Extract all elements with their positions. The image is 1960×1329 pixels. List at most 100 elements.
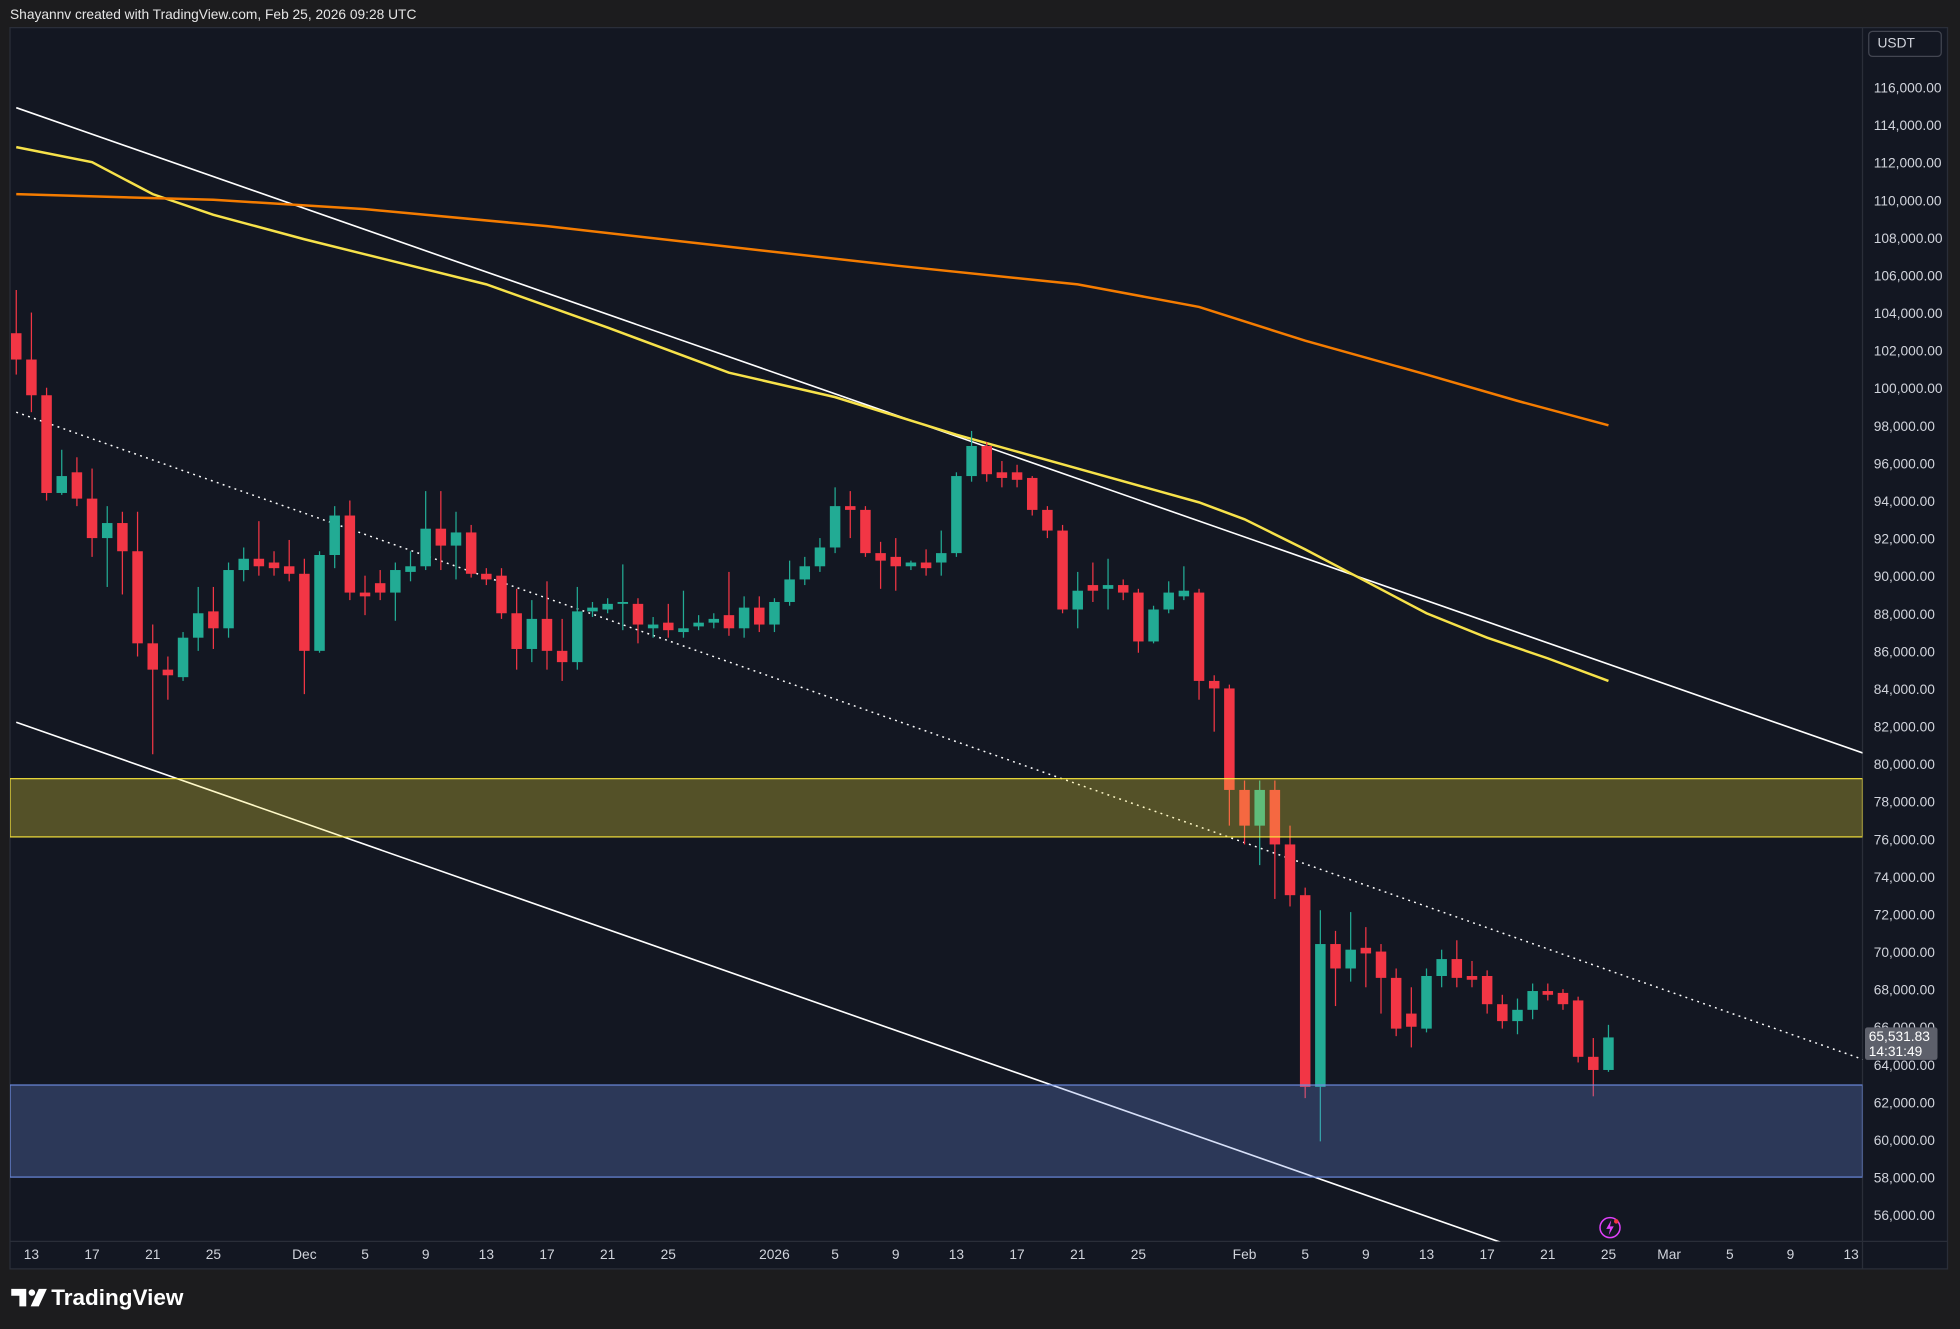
zone [10,1084,1863,1178]
x-tick-label: Mar [1657,1247,1681,1262]
brand-name: TradingView [51,1285,184,1310]
chart-panel [10,27,1948,1269]
candle-body [1497,1004,1508,1022]
candle-body [829,506,841,548]
y-tick-label: 78,000.00 [1874,795,1936,810]
candle-body [374,583,386,593]
x-tick-label: 5 [831,1247,839,1262]
x-tick-label: 13 [1419,1247,1435,1262]
y-tick-label: 86,000.00 [1874,644,1936,659]
y-tick-label: 74,000.00 [1874,870,1936,885]
axes: 116,000.00 114,000.00 112,000.00 110,000.00… [24,81,1943,1262]
y-tick-label: 116,000.00 [1874,81,1942,96]
trendline [15,721,1501,1242]
y-tick-label: 100,000.00 [1874,381,1943,396]
candle-body [11,333,22,360]
x-tick-label: 21 [1070,1247,1085,1262]
x-tick-label: 2026 [759,1247,790,1262]
candle-body [1330,944,1341,969]
candle-body [1269,789,1281,845]
candle-body [481,573,492,580]
x-tick-label: 13 [479,1247,495,1262]
y-tick-label: 62,000.00 [1874,1095,1936,1110]
y-tick-label: 112,000.00 [1874,156,1942,171]
candle-body [663,622,674,631]
candle-body [132,551,143,644]
candle-body [1254,789,1265,826]
candle-body [587,607,598,612]
candle-body [1375,951,1387,978]
candle-body [390,570,401,593]
candle-body [1436,959,1447,976]
candle-body [420,528,431,567]
candle-body [1239,789,1250,826]
candle-body [344,515,356,593]
candle-body [814,547,826,567]
candle-body [86,498,98,539]
y-tick-label: 92,000.00 [1874,532,1936,547]
candle-body [1481,975,1493,1005]
candle-body [890,556,902,567]
candle-body [1072,590,1083,610]
y-tick-label: 72,000.00 [1874,907,1936,922]
candle-body [981,445,992,475]
y-tick-label: 94,000.00 [1874,494,1936,509]
candle-body [1315,944,1326,1087]
candle-body [1224,688,1235,790]
candle-body [996,472,1008,478]
candle-body [936,553,947,563]
x-tick-label: 5 [361,1247,369,1262]
candle-body [299,573,310,651]
y-tick-label: 110,000.00 [1874,193,1942,208]
candle-body [496,575,507,614]
plot-area [10,106,1863,1242]
x-tick-label: 25 [661,1247,677,1262]
candle-body [1466,975,1478,980]
candle-body [1512,1009,1523,1022]
candle-body [966,445,977,477]
candle-body [1133,592,1144,642]
x-tick-label: Feb [1233,1247,1257,1262]
candle-body [572,611,583,663]
x-tick-label: 21 [1540,1247,1555,1262]
y-tick-label: 64,000.00 [1874,1058,1936,1073]
x-tick-label: 17 [1009,1247,1024,1262]
candle-body [329,515,340,555]
candle-body [223,570,234,629]
alert-icon[interactable] [1599,1216,1621,1239]
currency: USDT [1878,36,1916,51]
candle-body [951,476,962,554]
candle-body [905,562,917,567]
candle-body [1208,680,1220,689]
candle-body [435,528,447,546]
candle-body [162,669,174,676]
candle-body [632,603,644,625]
zone [10,778,1863,838]
candle-body [920,562,932,569]
candle-body [1557,992,1569,1005]
candle-body [177,637,189,678]
y-tick-label: 104,000.00 [1874,306,1943,321]
x-tick-label: 5 [1726,1247,1734,1262]
last-price-label: 65,531.83 [1869,1029,1931,1044]
candle-body [678,628,689,633]
y-tick-label: 96,000.00 [1874,456,1936,471]
candle-body [541,618,553,651]
x-tick-label: 13 [24,1247,40,1262]
x-tick-label: 17 [1480,1247,1495,1262]
candle-body [1451,959,1463,978]
x-tick-label: 13 [949,1247,965,1262]
candle-body [1360,947,1372,954]
currency-box[interactable] [1868,30,1942,58]
candle-body [754,607,765,625]
candle-body [769,601,780,625]
y-tick-label: 76,000.00 [1874,832,1936,847]
candle-body [784,579,795,602]
header-text: Shayannv created with TradingView.com, F… [10,7,416,22]
y-tick-label: 56,000.00 [1874,1208,1936,1223]
x-tick-label: 9 [892,1247,900,1262]
chart-frame [9,27,1949,1270]
candle-body [56,476,67,493]
candle-body [1284,844,1296,896]
